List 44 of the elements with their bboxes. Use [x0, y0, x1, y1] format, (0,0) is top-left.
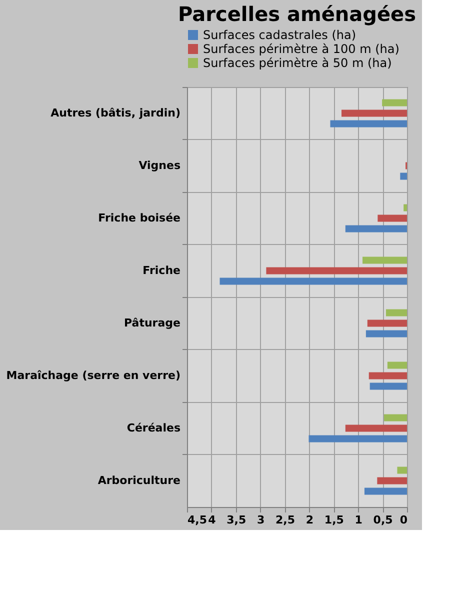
bar — [370, 382, 407, 390]
x-tick-label: 4 — [208, 514, 216, 526]
bar — [368, 372, 407, 380]
x-tick-label: 3,5 — [226, 514, 246, 526]
bar — [387, 362, 407, 369]
x-tick-label: 2,5 — [276, 514, 296, 526]
y-tick-label: Autres (bâtis, jardin) — [50, 106, 180, 120]
bar — [386, 309, 407, 316]
x-tick-label: 1 — [354, 514, 362, 526]
bar — [382, 99, 407, 106]
x-tick-label: 3 — [257, 514, 265, 526]
x-tick-label: 2 — [306, 514, 314, 526]
bar — [400, 172, 407, 180]
bar — [378, 214, 407, 222]
y-tick-label: Vignes — [138, 158, 181, 172]
bar — [345, 225, 407, 232]
x-tick-label: 4,5 — [188, 514, 207, 526]
legend-label: Surfaces périmètre à 50 m (ha) — [203, 56, 392, 70]
legend-label: Surfaces cadastrales (ha) — [203, 28, 356, 42]
bar — [404, 204, 407, 212]
bar — [308, 435, 407, 442]
bar — [384, 414, 407, 422]
bar — [397, 466, 407, 474]
bar — [220, 278, 407, 285]
y-tick-label: Arboriculture — [98, 474, 180, 487]
y-tick-label: Pâturage — [124, 316, 180, 330]
bar — [330, 120, 407, 128]
bar — [345, 424, 407, 432]
y-tick-label: Céréales — [126, 421, 181, 434]
bar — [362, 256, 407, 264]
y-tick-label: Friche — [142, 264, 180, 277]
bar — [367, 320, 407, 327]
legend-label: Surfaces périmètre à 100 m (ha) — [203, 42, 400, 56]
bar — [266, 267, 407, 274]
y-tick-label: Friche boisée — [98, 211, 180, 224]
y-tick-label: Maraîchage (serre en verre) — [6, 368, 180, 382]
bar — [377, 477, 407, 484]
chart-title: Parcelles aménagées — [178, 2, 416, 26]
x-tick-label: 0,5 — [373, 514, 393, 526]
x-tick-label: 0 — [400, 514, 408, 526]
bar — [366, 330, 407, 338]
bar — [364, 488, 407, 495]
x-tick-label: 1,5 — [324, 514, 344, 526]
bar — [341, 110, 407, 117]
